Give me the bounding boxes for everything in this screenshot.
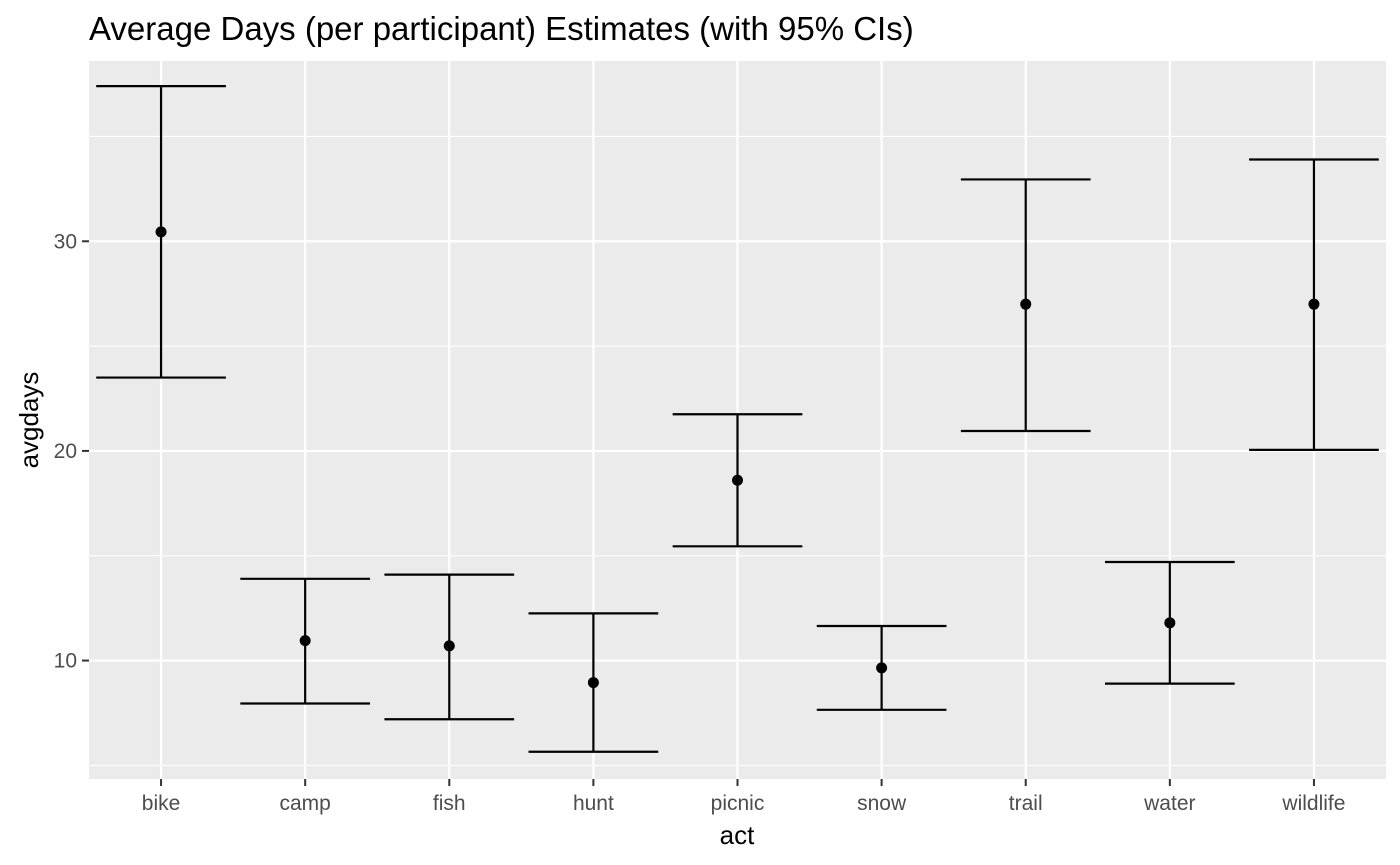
y-axis: 10 20 30 [54,230,89,673]
x-tick-label: bike [142,792,181,815]
x-tick-label: trail [1009,792,1043,815]
x-tick-label: fish [433,792,466,815]
errorbar-picnic [672,413,803,548]
estimate-point [587,677,599,689]
x-tick-label: snow [857,792,907,815]
estimate-point [155,226,167,238]
y-tick-label: 30 [54,230,77,253]
x-tick-label: water [1143,792,1195,815]
errorbar-water [1104,560,1235,685]
estimate-point [1164,617,1176,629]
estimate-point [1020,298,1032,310]
x-axis-title: act [720,820,755,850]
x-tick-label: camp [279,792,330,815]
y-axis-title: avgdays [14,372,44,469]
estimate-point [299,635,311,647]
x-tick-label: picnic [711,792,765,815]
errorbar-snow [816,624,947,711]
errorbar-wildlife [1249,158,1379,451]
x-axis: bike camp fish hunt picnic snow trail water wild… [142,779,1345,815]
x-tick-label: wildlife [1281,792,1345,815]
errorbar-trail [960,178,1091,433]
errorbar-camp [240,577,371,705]
estimate-point [732,474,743,486]
x-tick-label: hunt [573,792,614,815]
estimate-point [876,662,888,674]
error-bars [96,85,1379,753]
estimate-point [1308,298,1320,310]
chart-title: Average Days (per participant) Estimates… [89,10,914,47]
errorbar-hunt [528,612,659,753]
y-tick-label: 20 [54,440,77,463]
errorbar-fish [384,573,515,721]
estimate-point [443,640,455,652]
y-tick-label: 10 [54,650,77,673]
errorbar-bike [96,85,226,379]
